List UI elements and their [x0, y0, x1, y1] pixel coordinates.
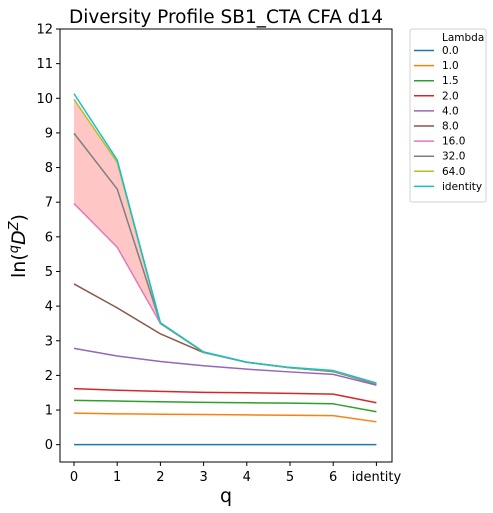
y-label-prefix: ln( [8, 253, 30, 278]
y-tick-label: 8 [45, 161, 53, 176]
y-tick-label: 3 [45, 334, 53, 349]
x-tick-label: 1 [113, 470, 121, 485]
legend-entry: 4.0 [442, 105, 459, 117]
y-label-d: D [8, 230, 30, 245]
y-tick-label: 2 [45, 369, 53, 384]
series-line-4-0 [73, 347, 377, 386]
y-axis-label: ln(qDZ) [7, 214, 30, 278]
legend-entry: 1.0 [442, 60, 459, 72]
y-tick-label: 0 [45, 438, 53, 453]
legend-entry: identity [442, 181, 482, 193]
y-tick-label: 10 [36, 92, 53, 107]
y-tick-label: 11 [36, 57, 53, 72]
legend-entry: 0.0 [442, 45, 459, 57]
y-tick-label: 12 [36, 23, 53, 38]
y-label-superscript-q: q [7, 245, 22, 253]
legend-entry: 32.0 [442, 151, 465, 163]
legend-entry: 8.0 [442, 121, 459, 133]
series-line-identity [73, 93, 377, 384]
axes-frame [59, 28, 393, 463]
y-tick-label: 5 [45, 265, 53, 280]
y-tick-label: 7 [45, 196, 53, 211]
legend-entry: 1.5 [442, 75, 459, 87]
y-tick-label: 6 [45, 230, 53, 245]
legend-box [409, 28, 487, 203]
x-tick-label: 3 [199, 470, 207, 485]
x-tick-label: 5 [286, 470, 294, 485]
y-label-suffix: ) [8, 214, 30, 221]
y-tick-label: 1 [45, 404, 53, 419]
legend-entry: 16.0 [442, 136, 465, 148]
legend-entry: 64.0 [442, 166, 465, 178]
y-tick-label: 9 [45, 126, 53, 141]
y-tick-label: 4 [45, 300, 53, 315]
x-tick-label: 0 [70, 470, 78, 485]
x-tick-label: identity [352, 470, 402, 485]
y-label-superscript-z: Z [7, 220, 22, 231]
series-line-1-0 [73, 412, 377, 423]
legend-entry: 2.0 [442, 90, 459, 102]
x-axis-label: q [220, 485, 232, 507]
series-line-1-5 [73, 399, 377, 413]
series-line-2-0 [73, 387, 377, 404]
legend-title: Lambda [442, 32, 484, 44]
x-tick-label: 4 [243, 470, 251, 485]
chart-title: Diversity Profile SB1_CTA CFA d14 [69, 7, 383, 28]
x-tick-label: 6 [329, 470, 337, 485]
x-tick-label: 2 [156, 470, 164, 485]
